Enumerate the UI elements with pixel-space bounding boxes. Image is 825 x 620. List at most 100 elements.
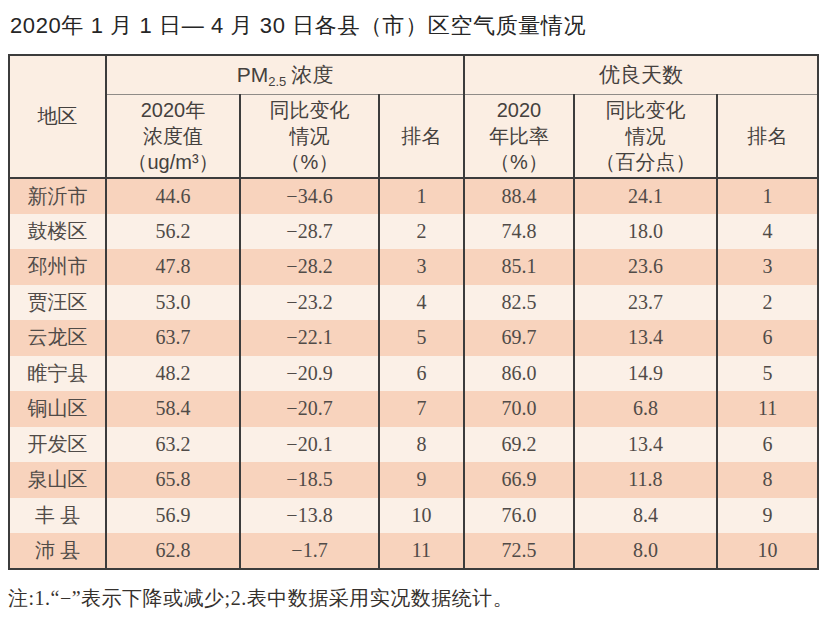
cell-pm-change: −28.2 [240, 249, 379, 285]
cell-good-rank: 11 [717, 391, 818, 427]
cell-region: 云龙区 [9, 320, 106, 356]
cell-good-rank: 4 [717, 214, 818, 250]
cell-good-rate: 74.8 [464, 214, 574, 250]
cell-region: 丰 县 [9, 498, 106, 534]
group-header-row: 地区 PM2.5浓度 优良天数 [9, 55, 818, 94]
table-row: 贾汪区 53.0 −23.2 4 82.5 23.7 2 [9, 285, 818, 321]
column-header-region: 地区 [9, 55, 106, 178]
cell-pm-rank: 10 [379, 498, 464, 534]
cell-pm-rank: 7 [379, 391, 464, 427]
cell-good-change: 18.0 [574, 214, 717, 250]
cell-good-rank: 9 [717, 498, 818, 534]
pm-label-suffix: 浓度 [291, 63, 333, 86]
cell-pm-rank: 8 [379, 427, 464, 463]
cell-good-rate: 76.0 [464, 498, 574, 534]
cell-good-change: 24.1 [574, 178, 717, 214]
air-quality-table: 地区 PM2.5 浓度 优良天数 2020年 浓度值 （ug/m³） 同比变化 情… [8, 54, 819, 570]
cell-region: 开发区 [9, 427, 106, 463]
cell-pm-value: 44.6 [106, 178, 240, 214]
cell-good-rank: 1 [717, 178, 818, 214]
cell-good-change: 11.8 [574, 462, 717, 498]
cell-good-rate: 86.0 [464, 356, 574, 392]
cell-good-rate: 69.2 [464, 427, 574, 463]
cell-good-rank: 10 [717, 533, 818, 569]
cell-pm-value: 58.4 [106, 391, 240, 427]
cell-region: 泉山区 [9, 462, 106, 498]
column-group-pm25: PM2.5 浓度 [106, 55, 464, 94]
cell-pm-change: −20.9 [240, 356, 379, 392]
table-header: 地区 PM2.5 浓度 优良天数 2020年 浓度值 （ug/m³） 同比变化 情… [9, 55, 818, 178]
table-body: 新沂市 44.6 −34.6 1 88.4 24.1 1 鼓楼区 56.2 −2… [9, 178, 818, 569]
cell-pm-change: −20.1 [240, 427, 379, 463]
table-row: 邳州市 47.8 −28.2 3 85.1 23.6 3 [9, 249, 818, 285]
cell-good-change: 23.7 [574, 285, 717, 321]
cell-pm-change: −20.7 [240, 391, 379, 427]
cell-good-rank: 2 [717, 285, 818, 321]
cell-pm-rank: 11 [379, 533, 464, 569]
cell-pm-rank: 9 [379, 462, 464, 498]
cell-good-rate: 66.9 [464, 462, 574, 498]
cell-pm-change: −22.1 [240, 320, 379, 356]
table-row: 睢宁县 48.2 −20.9 6 86.0 14.9 5 [9, 356, 818, 392]
cell-pm-change: −34.6 [240, 178, 379, 214]
cell-pm-value: 47.8 [106, 249, 240, 285]
table-row: 云龙区 63.7 −22.1 5 69.7 13.4 6 [9, 320, 818, 356]
cell-pm-value: 63.2 [106, 427, 240, 463]
cell-pm-change: −23.2 [240, 285, 379, 321]
cell-good-rank: 8 [717, 462, 818, 498]
article-page: 2020年 1 月 1 日— 4 月 30 日各县（市）区空气质量情况 地区 P… [0, 0, 825, 620]
cell-good-change: 14.9 [574, 356, 717, 392]
cell-good-rate: 88.4 [464, 178, 574, 214]
cell-good-rate: 82.5 [464, 285, 574, 321]
footnote: 注:1.“−”表示下降或减少;2.表中数据采用实况数据统计。 [8, 585, 825, 612]
cell-good-rate: 70.0 [464, 391, 574, 427]
column-header-good-rank: 排名 [717, 94, 818, 178]
pm-label-prefix: PM [237, 63, 269, 86]
column-header-good-change: 同比变化 情况 （百分点） [574, 94, 717, 178]
cell-good-rank: 3 [717, 249, 818, 285]
cell-region: 贾汪区 [9, 285, 106, 321]
cell-pm-value: 65.8 [106, 462, 240, 498]
cell-region: 新沂市 [9, 178, 106, 214]
cell-pm-rank: 4 [379, 285, 464, 321]
cell-pm-value: 63.7 [106, 320, 240, 356]
cell-good-change: 8.0 [574, 533, 717, 569]
column-header-pm-value: 2020年 浓度值 （ug/m³） [106, 94, 240, 178]
table-row: 铜山区 58.4 −20.7 7 70.0 6.8 11 [9, 391, 818, 427]
cell-good-rank: 6 [717, 320, 818, 356]
column-header-pm-rank: 排名 [379, 94, 464, 178]
pm-label-subscript: 2.5 [268, 74, 286, 89]
cell-good-rank: 6 [717, 427, 818, 463]
cell-good-change: 13.4 [574, 320, 717, 356]
cell-pm-rank: 3 [379, 249, 464, 285]
cell-region: 邳州市 [9, 249, 106, 285]
cell-pm-change: −13.8 [240, 498, 379, 534]
cell-good-change: 6.8 [574, 391, 717, 427]
cell-good-change: 8.4 [574, 498, 717, 534]
cell-pm-change: −28.7 [240, 214, 379, 250]
cell-pm-value: 56.2 [106, 214, 240, 250]
cell-pm-value: 62.8 [106, 533, 240, 569]
cell-region: 鼓楼区 [9, 214, 106, 250]
table-row: 丰 县 56.9 −13.8 10 76.0 8.4 9 [9, 498, 818, 534]
cell-pm-change: −1.7 [240, 533, 379, 569]
table-row: 泉山区 65.8 −18.5 9 66.9 11.8 8 [9, 462, 818, 498]
cell-pm-rank: 1 [379, 178, 464, 214]
cell-good-rate: 85.1 [464, 249, 574, 285]
cell-pm-value: 48.2 [106, 356, 240, 392]
table-row: 鼓楼区 56.2 −28.7 2 74.8 18.0 4 [9, 214, 818, 250]
cell-pm-value: 53.0 [106, 285, 240, 321]
cell-pm-rank: 5 [379, 320, 464, 356]
table-row: 开发区 63.2 −20.1 8 69.2 13.4 6 [9, 427, 818, 463]
column-header-pm-change: 同比变化 情况 （%） [240, 94, 379, 178]
page-title: 2020年 1 月 1 日— 4 月 30 日各县（市）区空气质量情况 [0, 0, 825, 41]
cell-pm-value: 56.9 [106, 498, 240, 534]
cell-pm-rank: 2 [379, 214, 464, 250]
cell-region: 睢宁县 [9, 356, 106, 392]
column-group-good-days: 优良天数 [464, 55, 818, 94]
table-row: 沛 县 62.8 −1.7 11 72.5 8.0 10 [9, 533, 818, 569]
cell-pm-rank: 6 [379, 356, 464, 392]
cell-region: 铜山区 [9, 391, 106, 427]
cell-good-change: 13.4 [574, 427, 717, 463]
cell-good-rank: 5 [717, 356, 818, 392]
